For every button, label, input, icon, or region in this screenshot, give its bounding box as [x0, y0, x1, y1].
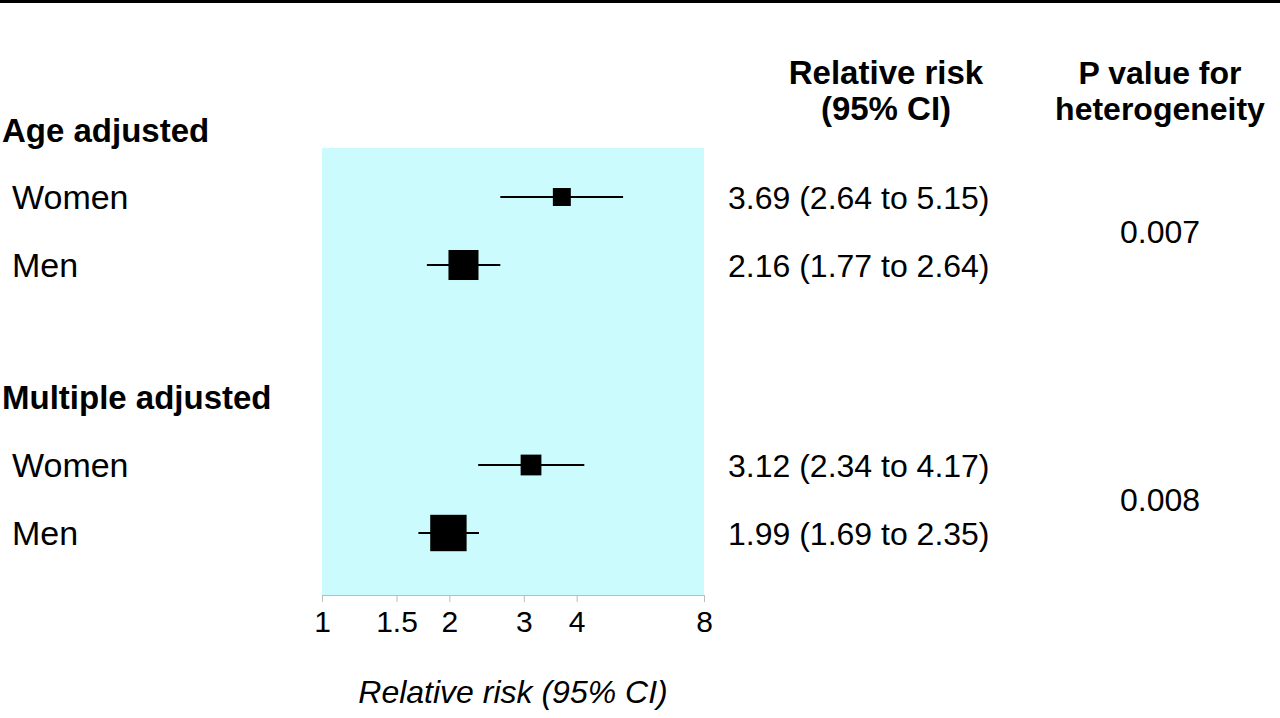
x-tick: 3 [516, 595, 533, 638]
x-tick-label: 8 [696, 605, 713, 638]
estimate-label: 2.16 (1.77 to 2.64) [728, 248, 990, 284]
column-header: (95% CI) [821, 90, 951, 127]
top-rule [0, 0, 1280, 3]
estimate-label: 1.99 (1.69 to 2.35) [728, 516, 990, 552]
x-tick-label: 2 [441, 605, 458, 638]
p-value: 0.008 [1120, 482, 1200, 518]
x-axis: 1 1.5 2 3 4 8 [314, 595, 713, 638]
plot-background [322, 148, 704, 595]
marks [418, 188, 623, 551]
estimate-label: 3.69 (2.64 to 5.15) [728, 180, 990, 216]
row-label: Women [12, 446, 129, 484]
x-tick-label: 3 [516, 605, 533, 638]
x-tick: 2 [441, 595, 458, 638]
estimate-marker [430, 515, 466, 551]
row-label: Women [12, 178, 129, 216]
estimate-label: 3.12 (2.34 to 4.17) [728, 448, 990, 484]
column-header: Relative risk [789, 54, 984, 91]
column-header: P value for [1078, 55, 1241, 91]
x-tick-mark [449, 595, 450, 602]
x-tick-label: 1 [314, 605, 331, 638]
x-tick-mark [322, 595, 323, 602]
estimate-marker [448, 250, 478, 280]
x-tick-label: 4 [569, 605, 586, 638]
column-header: heterogeneity [1055, 91, 1265, 127]
p-value: 0.007 [1120, 214, 1200, 250]
row-label: Men [12, 246, 78, 284]
row-label: Men [12, 514, 78, 552]
x-axis-line [323, 595, 705, 596]
x-axis-title: Relative risk (95% CI) [358, 674, 667, 710]
x-tick-mark [577, 595, 578, 602]
x-tick: 8 [696, 595, 713, 638]
estimate-marker [521, 455, 542, 476]
x-tick: 4 [569, 595, 586, 638]
x-tick-mark [524, 595, 525, 602]
x-tick-label: 1.5 [376, 605, 418, 638]
x-tick: 1.5 [376, 595, 418, 638]
x-tick-mark [396, 595, 397, 602]
chart: 1 1.5 2 3 4 8 Relative risk (95% CI) Relative r… [0, 0, 1280, 718]
group-label: Age adjusted [2, 112, 209, 149]
x-tick: 1 [314, 595, 331, 638]
estimate-marker [553, 188, 571, 206]
x-tick-mark [704, 595, 705, 602]
group-label: Multiple adjusted [2, 379, 272, 416]
